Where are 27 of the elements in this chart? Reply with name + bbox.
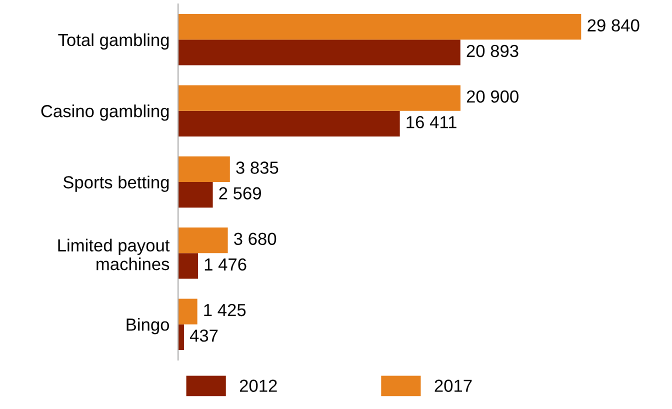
bar bbox=[178, 85, 460, 111]
data-label: 2 569 bbox=[219, 187, 261, 200]
bar bbox=[178, 298, 198, 324]
data-label: 1 425 bbox=[204, 304, 246, 316]
y-tick-label: Sports betting bbox=[63, 176, 169, 192]
bar bbox=[178, 40, 460, 66]
data-label: 20 893 bbox=[466, 44, 518, 58]
data-label: 437 bbox=[190, 330, 218, 342]
bar bbox=[178, 182, 213, 208]
bar bbox=[178, 110, 400, 136]
bar bbox=[178, 156, 230, 182]
legend-label: 2017 bbox=[434, 380, 472, 392]
bar bbox=[178, 253, 198, 279]
y-tick-label: Bingo bbox=[126, 318, 170, 334]
data-label: 3 835 bbox=[236, 162, 278, 174]
data-label: 29 840 bbox=[588, 19, 640, 32]
bar bbox=[178, 228, 228, 254]
bar bbox=[178, 14, 582, 40]
data-label: 20 900 bbox=[466, 90, 518, 103]
y-tick-label: Total gambling bbox=[58, 33, 169, 50]
data-label: 16 411 bbox=[406, 116, 456, 128]
data-label: 1 476 bbox=[204, 258, 246, 271]
y-tick-label: Casino gambling bbox=[41, 104, 169, 121]
y-tick-label: Limited payout machines bbox=[58, 238, 170, 270]
bar bbox=[178, 324, 184, 350]
data-label: 3 680 bbox=[234, 232, 276, 246]
legend-label: 2012 bbox=[240, 380, 277, 392]
